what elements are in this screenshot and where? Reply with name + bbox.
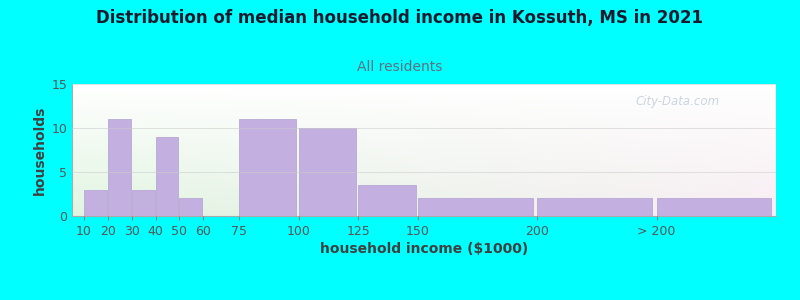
Bar — [108, 119, 130, 216]
Bar — [358, 185, 416, 216]
Bar — [239, 119, 296, 216]
Y-axis label: households: households — [33, 105, 47, 195]
X-axis label: household income ($1000): household income ($1000) — [320, 242, 528, 256]
Text: City-Data.com: City-Data.com — [635, 94, 719, 108]
Bar — [155, 137, 178, 216]
Bar — [132, 190, 154, 216]
Bar — [418, 198, 533, 216]
Text: Distribution of median household income in Kossuth, MS in 2021: Distribution of median household income … — [97, 9, 703, 27]
Bar — [538, 198, 652, 216]
Bar — [179, 198, 202, 216]
Bar — [657, 198, 771, 216]
Text: All residents: All residents — [358, 60, 442, 74]
Bar — [84, 190, 107, 216]
Bar — [298, 128, 356, 216]
